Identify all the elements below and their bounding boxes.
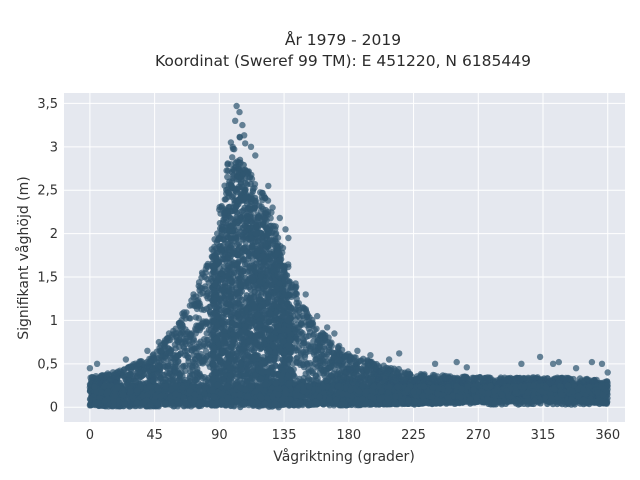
data-point (320, 343, 328, 351)
data-point (476, 374, 484, 381)
data-point (342, 351, 350, 359)
data-point (323, 368, 330, 375)
data-point (298, 356, 305, 363)
data-point (358, 357, 365, 364)
data-point (380, 366, 387, 373)
data-point (428, 375, 436, 382)
data-point (193, 343, 200, 350)
data-point (158, 347, 165, 354)
data-point (171, 363, 179, 370)
data-point (305, 376, 313, 383)
data-point (309, 369, 316, 377)
data-point (300, 348, 307, 356)
data-point (293, 299, 300, 307)
chart-title-line1: År 1979 - 2019 (285, 30, 401, 49)
data-point (178, 325, 185, 333)
data-point (197, 338, 204, 345)
data-point (367, 376, 375, 383)
data-point (322, 332, 329, 339)
data-point (176, 376, 183, 383)
data-point (182, 362, 189, 369)
data-point (262, 194, 269, 202)
data-point (130, 372, 137, 379)
data-point (191, 377, 199, 384)
data-point (192, 362, 199, 369)
data-point (169, 373, 177, 380)
data-point (242, 140, 249, 147)
data-point (388, 373, 395, 380)
data-point (224, 161, 231, 168)
data-point (272, 223, 279, 230)
data-point (304, 312, 312, 319)
chart-title-line2: Koordinat (Sweref 99 TM): E 451220, N 61… (155, 52, 531, 70)
data-point (201, 357, 208, 364)
data-point (300, 335, 307, 343)
data-point (229, 154, 236, 161)
data-point (195, 279, 203, 286)
data-point (305, 342, 312, 350)
data-point (439, 372, 446, 379)
data-point (330, 349, 337, 356)
data-point (327, 341, 334, 349)
data-point (335, 367, 343, 375)
data-point (150, 351, 157, 358)
data-point (404, 370, 412, 377)
data-point (347, 367, 354, 374)
data-point (314, 364, 321, 371)
data-point (310, 331, 318, 338)
data-point (335, 362, 342, 369)
data-point (199, 289, 206, 296)
data-point (313, 325, 320, 332)
data-point (194, 326, 201, 334)
chart-title: År 1979 - 2019 Koordinat (Sweref 99 TM):… (155, 30, 531, 70)
data-point (307, 320, 315, 327)
data-point (236, 134, 243, 141)
data-points (86, 102, 611, 411)
